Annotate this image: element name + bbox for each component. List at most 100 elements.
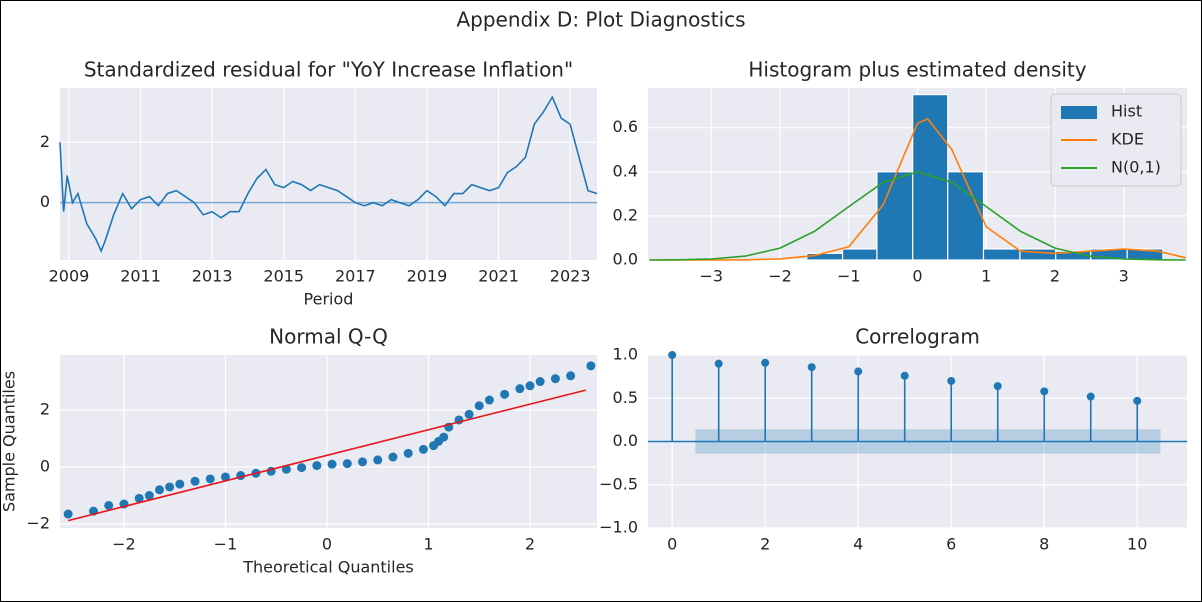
x-tick-label: 2: [1050, 267, 1060, 286]
x-tick-label: 2017: [335, 267, 376, 286]
x-tick-label: 6: [946, 535, 956, 554]
stem-marker: [993, 382, 1002, 391]
stem-marker: [1086, 392, 1095, 401]
x-tick-label: 2: [525, 535, 535, 554]
x-tick-label: 0: [667, 535, 677, 554]
x-tick-label: 8: [1039, 535, 1049, 554]
y-tick-label: 0: [40, 192, 50, 211]
qq-point: [63, 509, 73, 519]
qq-point: [134, 493, 144, 503]
x-tick-label: 2011: [120, 267, 161, 286]
qq-point: [175, 479, 185, 489]
x-axis-label: Theoretical Quantiles: [242, 558, 414, 577]
qq-point: [154, 485, 164, 495]
stem-marker: [947, 376, 956, 385]
subplot: −3 −2 −1 0 1 2 3 0.0 0.2 0.4 0.6 Histogram plus est…: [613, 58, 1187, 286]
stem-marker: [761, 358, 770, 367]
figure-title: Appendix D: Plot Diagnostics: [456, 8, 745, 32]
x-tick-label: 4: [853, 535, 863, 554]
x-tick-label: 2023: [550, 267, 591, 286]
axes-title: Correlogram: [855, 325, 980, 349]
x-tick-label: 2021: [478, 267, 519, 286]
x-tick-label: 1: [423, 535, 433, 554]
stem-marker: [807, 363, 816, 372]
stem-marker: [1133, 396, 1142, 405]
x-tick-label: 10: [1127, 535, 1147, 554]
qq-point: [281, 464, 291, 474]
stem-marker: [714, 359, 723, 368]
qq-point: [403, 448, 413, 458]
x-tick-label: −1: [837, 267, 861, 286]
qq-point: [327, 459, 337, 469]
qq-point: [220, 472, 230, 482]
x-tick-label: −2: [768, 267, 792, 286]
qq-point: [165, 482, 175, 492]
qq-point: [500, 389, 510, 399]
hist-bar: [912, 94, 949, 261]
qq-point: [312, 461, 322, 471]
y-tick-label: 0.5: [613, 388, 638, 407]
qq-point: [484, 395, 494, 405]
qq-point: [205, 474, 215, 484]
qq-point: [586, 361, 596, 371]
legend-label: KDE: [1111, 130, 1144, 149]
qq-point: [144, 491, 154, 501]
y-tick-label: 2: [40, 400, 50, 419]
y-tick-label: 0.0: [613, 250, 638, 269]
hist-bar: [876, 171, 914, 261]
residual-line: [59, 95, 598, 253]
qq-point: [388, 452, 398, 462]
y-tick-label: −2: [26, 514, 50, 533]
y-tick-label: 1.0: [613, 345, 638, 364]
x-tick-label: 2013: [192, 267, 233, 286]
hist-bar: [841, 248, 878, 261]
x-tick-label: 1: [981, 267, 991, 286]
qq-point: [566, 371, 576, 381]
stem-marker: [900, 371, 909, 380]
density-line: [649, 171, 1186, 261]
qq-point: [439, 432, 449, 442]
y-tick-label: 0.6: [613, 117, 638, 136]
qq-point: [297, 463, 307, 473]
y-tick-label: 2: [40, 132, 50, 151]
x-tick-label: −3: [699, 267, 723, 286]
axes-title: Standardized residual for "YoY Increase …: [84, 58, 573, 82]
x-tick-label: −1: [214, 535, 238, 554]
y-tick-label: 0: [40, 457, 50, 476]
x-axis-label: Period: [304, 290, 354, 309]
axes-title: Normal Q-Q: [269, 325, 388, 349]
legend-label: N(0,1): [1111, 158, 1161, 177]
density-line: [649, 117, 1186, 261]
qq-point: [342, 459, 352, 469]
qq-point: [525, 381, 535, 391]
stem-marker: [854, 367, 863, 376]
fit-line: [67, 389, 586, 522]
subplot: −2 −1 0 1 2 −2 0 2 Normal Q-Q Theoretical Quantil…: [0, 325, 597, 577]
qq-point: [190, 476, 200, 486]
legend-label: Hist: [1111, 102, 1142, 121]
hist-bar: [982, 248, 1021, 261]
qq-point: [358, 457, 368, 467]
y-tick-label: 0.2: [613, 205, 638, 224]
x-tick-label: 2009: [49, 267, 90, 286]
x-tick-label: 2015: [263, 267, 304, 286]
stem-marker: [1040, 387, 1049, 396]
qq-point: [515, 384, 525, 394]
qq-point: [373, 455, 383, 465]
x-tick-label: 2019: [407, 267, 448, 286]
y-tick-label: −1.0: [599, 518, 638, 537]
qq-point: [535, 377, 545, 387]
hist-bar: [806, 252, 844, 261]
x-tick-label: −2: [112, 535, 136, 554]
y-axis-label: Sample Quantiles: [0, 371, 19, 512]
y-tick-label: 0.0: [613, 431, 638, 450]
axes-title: Histogram plus estimated density: [748, 58, 1086, 82]
subplot: 2009 2011 2013 2015 2017 2019 2021 2023 0 2 Standa…: [40, 58, 598, 309]
qq-point: [104, 500, 114, 510]
y-tick-label: 0.4: [613, 161, 638, 180]
legend-patch: [1061, 106, 1097, 119]
x-tick-label: 3: [1119, 267, 1129, 286]
subplot: 0 2 4 6 8 10 −1.0 −0.5 0.0 0.5 1.0 Correlogram: [599, 325, 1187, 554]
qq-point: [474, 401, 484, 411]
